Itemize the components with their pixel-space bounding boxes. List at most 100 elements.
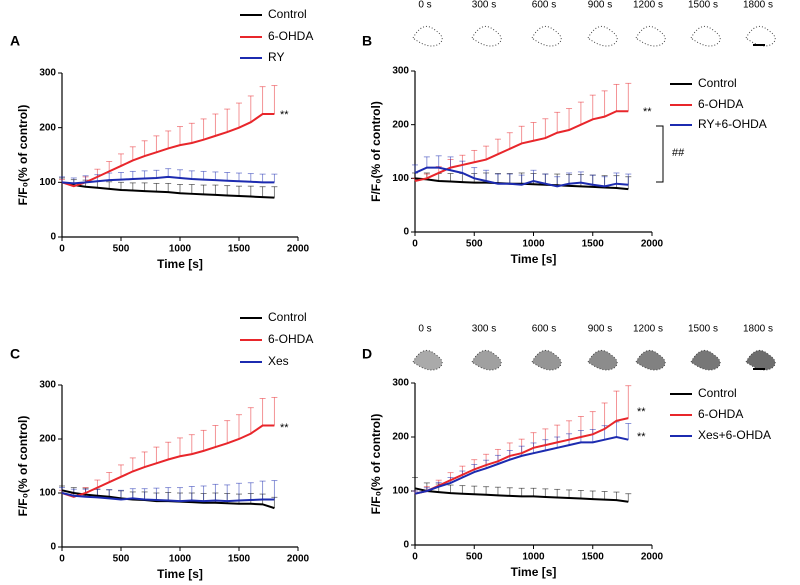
error-bar	[247, 482, 254, 501]
error-bar	[247, 407, 254, 434]
error-bar	[165, 130, 172, 149]
error-bar	[200, 429, 207, 451]
panel-letter: B	[362, 33, 372, 49]
error-bar	[177, 437, 183, 457]
x-tick-label: 2000	[641, 552, 664, 563]
error-bar	[118, 172, 124, 180]
image-label: 900 s	[588, 0, 612, 11]
error-bar	[566, 172, 573, 184]
error-bar	[518, 487, 525, 497]
error-bar	[589, 94, 596, 120]
error-bar	[224, 420, 231, 444]
x-tick-label: 1500	[228, 554, 251, 565]
image-label: 600 s	[532, 324, 556, 335]
error-bar	[259, 398, 266, 426]
data-line	[61, 181, 275, 199]
error-bar	[412, 477, 418, 489]
error-bar	[236, 185, 242, 196]
image-label: 1800 s	[743, 0, 773, 11]
error-bar	[483, 169, 490, 182]
error-bar	[224, 108, 231, 133]
error-bar	[188, 486, 195, 501]
error-bar	[601, 402, 608, 429]
y-axis-label: F/F₀(% of control)	[16, 105, 30, 206]
error-bar	[188, 434, 195, 455]
legend-label: Xes	[268, 354, 289, 368]
error-bar	[177, 126, 183, 146]
error-bar	[236, 414, 242, 439]
error-bar	[141, 488, 148, 500]
error-bar	[94, 479, 101, 488]
error-bar	[177, 169, 183, 178]
legend-label: RY+6-OHDA	[698, 117, 767, 131]
error-bar	[259, 480, 266, 500]
y-tick-label: 0	[50, 542, 56, 553]
image-label: 300 s	[472, 0, 496, 11]
cell-image	[635, 349, 666, 371]
data-line	[61, 175, 275, 185]
data-line	[414, 110, 629, 182]
error-bar	[613, 421, 620, 437]
error-bar	[471, 167, 478, 179]
annotation: **	[280, 422, 289, 434]
error-bar	[412, 164, 418, 173]
y-tick-label: 300	[39, 68, 56, 79]
cell-image	[745, 349, 776, 371]
error-bar	[625, 493, 632, 502]
cell-image	[471, 25, 502, 47]
error-bar	[224, 484, 231, 502]
error-bar	[200, 170, 207, 180]
data-line	[414, 487, 629, 503]
y-tick-label: 300	[392, 66, 409, 77]
error-bar	[613, 491, 620, 501]
error-bar	[271, 173, 278, 183]
error-bar	[200, 184, 207, 195]
x-tick-label: 500	[466, 552, 483, 563]
x-tick-label: 0	[412, 552, 418, 563]
x-tick-label: 1500	[582, 552, 605, 563]
error-bar	[129, 488, 136, 499]
y-axis-label: F/F₀(% of control)	[369, 101, 383, 202]
legend-label: Xes+6-OHDA	[698, 428, 771, 442]
y-tick-label: 0	[50, 232, 56, 243]
error-bar	[129, 182, 136, 191]
error-bar	[212, 113, 219, 136]
image-label: 300 s	[472, 324, 496, 335]
x-tick-label: 2000	[287, 554, 310, 565]
error-bar	[494, 173, 501, 184]
legend-label: RY	[268, 50, 284, 64]
error-bar	[506, 487, 513, 496]
error-bar	[530, 169, 537, 182]
y-tick-label: 100	[392, 173, 409, 184]
error-bar	[494, 454, 501, 464]
error-bar	[613, 390, 620, 421]
error-bar	[542, 118, 549, 139]
y-axis-label: F/F₀(% of control)	[16, 416, 30, 517]
error-bar	[153, 182, 160, 192]
image-label: 0 s	[418, 0, 431, 11]
error-bar	[236, 102, 242, 128]
x-tick-label: 0	[59, 244, 65, 255]
bracket	[656, 125, 664, 183]
error-bar	[247, 173, 254, 182]
error-bar	[577, 490, 584, 499]
annotation: ##	[672, 147, 685, 159]
data-line	[414, 417, 629, 495]
error-bar	[200, 485, 207, 502]
error-bar	[447, 173, 454, 182]
y-tick-label: 0	[403, 540, 409, 551]
error-bar	[613, 172, 620, 184]
error-bar	[483, 486, 490, 495]
error-bar	[271, 396, 278, 426]
legend-label: 6-OHDA	[268, 332, 313, 346]
x-tick-label: 2000	[641, 239, 664, 250]
error-bar	[106, 161, 113, 172]
error-bar	[471, 464, 478, 473]
error-bar	[153, 487, 160, 501]
x-tick-label: 1500	[228, 244, 251, 255]
x-tick-label: 1500	[582, 239, 605, 250]
error-bar	[129, 457, 136, 472]
error-bar	[542, 173, 549, 184]
cell-image	[412, 349, 443, 371]
